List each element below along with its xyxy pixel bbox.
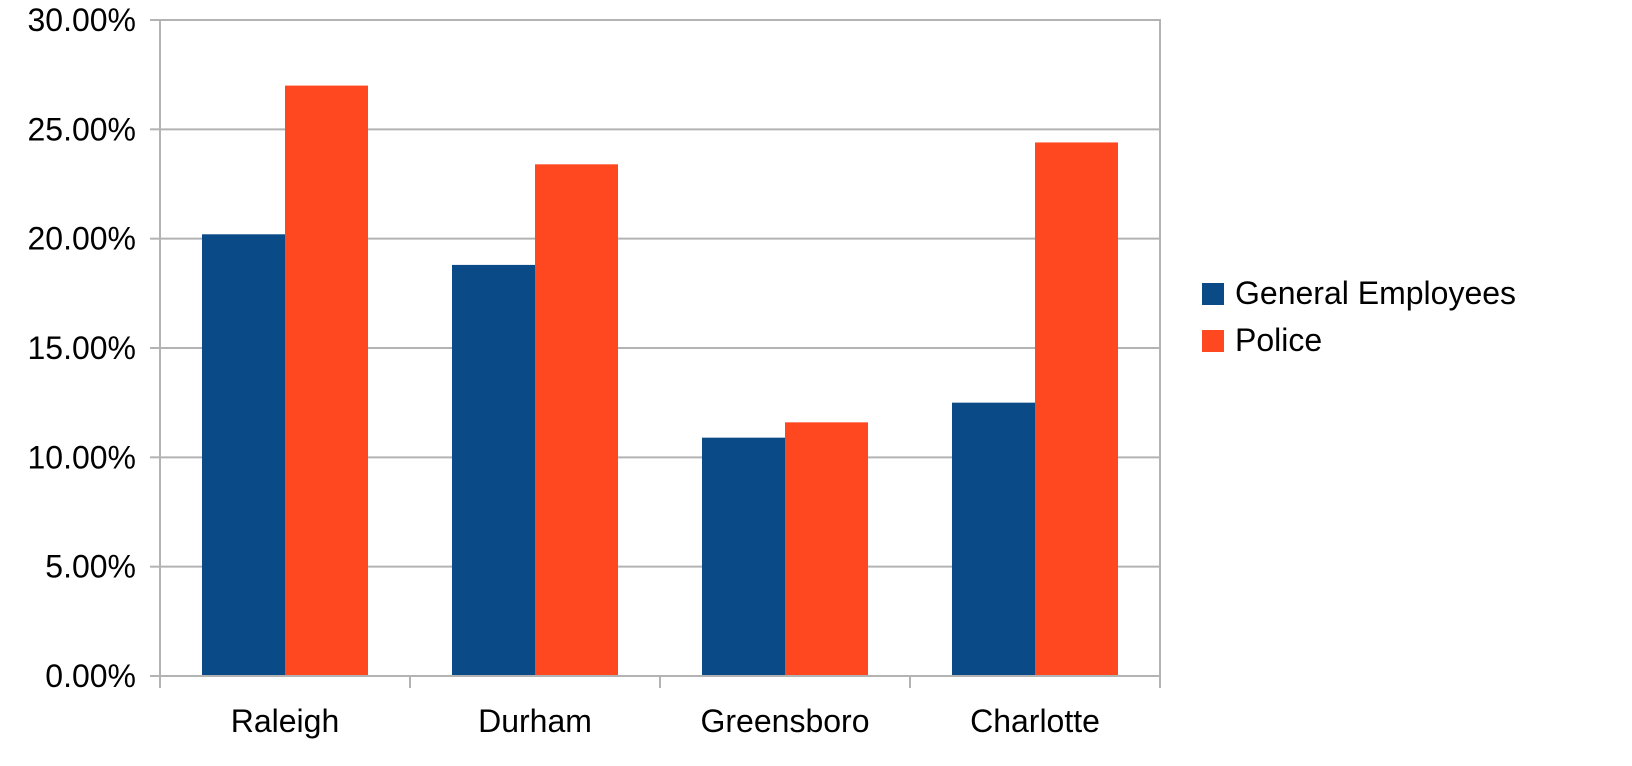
bar-general-employees-charlotte	[952, 402, 1035, 676]
y-tick-label: 30.00%	[27, 2, 136, 38]
legend-swatch-police	[1202, 330, 1224, 352]
y-tick-label: 10.00%	[27, 439, 136, 475]
bar-general-employees-durham	[452, 264, 535, 676]
legend-label-police: Police	[1235, 322, 1322, 358]
bar-general-employees-raleigh	[202, 234, 285, 676]
x-tick-label: Charlotte	[970, 703, 1100, 739]
bars	[202, 85, 1118, 677]
x-tick-label: Durham	[478, 703, 592, 739]
y-tick-label: 5.00%	[45, 549, 136, 585]
y-axis-tick-labels: 0.00% 5.00% 10.00% 15.00% 20.00% 25.00% 30.00%	[27, 2, 136, 694]
x-tick-label: Greensboro	[701, 703, 870, 739]
legend-swatch-general-employees	[1202, 283, 1224, 305]
bar-police-charlotte	[1035, 142, 1118, 676]
bar-general-employees-greensboro	[702, 437, 785, 676]
legend: General Employees Police	[1202, 275, 1516, 358]
y-tick-label: 15.00%	[27, 330, 136, 366]
y-tick-label: 25.00%	[27, 111, 136, 147]
y-tick-label: 0.00%	[45, 658, 136, 694]
bar-police-raleigh	[285, 85, 368, 677]
axes	[150, 19, 1161, 688]
x-axis-tick-labels: Raleigh Durham Greensboro Charlotte	[231, 703, 1100, 739]
legend-label-general-employees: General Employees	[1235, 275, 1516, 311]
y-tick-label: 20.00%	[27, 221, 136, 257]
bar-police-durham	[535, 164, 618, 676]
bar-police-greensboro	[785, 422, 868, 676]
x-tick-label: Raleigh	[231, 703, 340, 739]
